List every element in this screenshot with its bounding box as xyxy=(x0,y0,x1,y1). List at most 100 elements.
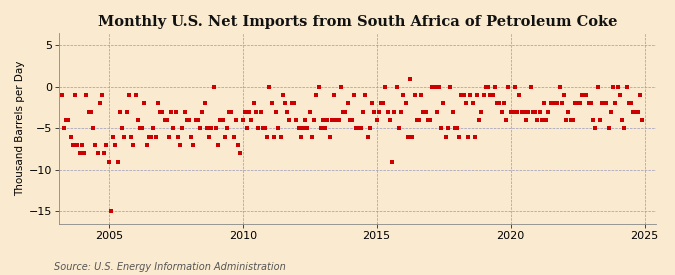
Y-axis label: Thousand Barrels per Day: Thousand Barrels per Day xyxy=(15,61,25,196)
Point xyxy=(59,126,70,131)
Point xyxy=(572,101,583,106)
Point xyxy=(530,109,541,114)
Point xyxy=(487,93,498,97)
Point xyxy=(514,93,524,97)
Point xyxy=(566,118,576,122)
Point xyxy=(275,134,286,139)
Point xyxy=(425,118,435,122)
Point xyxy=(318,118,329,122)
Point xyxy=(485,93,495,97)
Point xyxy=(358,109,369,114)
Point xyxy=(240,109,250,114)
Point xyxy=(400,101,411,106)
Point xyxy=(452,126,462,131)
Point xyxy=(552,101,563,106)
Point xyxy=(184,118,194,122)
Point xyxy=(637,118,647,122)
Point xyxy=(211,126,221,131)
Point xyxy=(398,93,409,97)
Point xyxy=(148,126,159,131)
Point xyxy=(206,126,217,131)
Point xyxy=(313,85,324,89)
Point xyxy=(170,109,181,114)
Point xyxy=(454,134,464,139)
Point xyxy=(286,101,297,106)
Point xyxy=(122,109,132,114)
Point xyxy=(438,101,449,106)
Point xyxy=(76,143,87,147)
Point xyxy=(213,143,223,147)
Point xyxy=(612,85,623,89)
Point xyxy=(489,85,500,89)
Point xyxy=(578,93,589,97)
Point xyxy=(155,109,165,114)
Point xyxy=(516,109,527,114)
Point xyxy=(576,93,587,97)
Point xyxy=(472,93,483,97)
Point xyxy=(563,109,574,114)
Title: Monthly U.S. Net Imports from South Africa of Petroleum Coke: Monthly U.S. Net Imports from South Afri… xyxy=(98,15,618,29)
Point xyxy=(561,118,572,122)
Point xyxy=(248,101,259,106)
Point xyxy=(525,85,536,89)
Point xyxy=(423,118,433,122)
Point xyxy=(264,85,275,89)
Point xyxy=(295,134,306,139)
Point xyxy=(550,101,561,106)
Point xyxy=(333,118,344,122)
Point xyxy=(128,143,138,147)
Point xyxy=(143,134,154,139)
Point xyxy=(570,101,580,106)
Point xyxy=(291,118,302,122)
Point xyxy=(373,109,384,114)
Point xyxy=(610,101,621,106)
Point xyxy=(273,126,284,131)
Point xyxy=(496,109,507,114)
Point xyxy=(277,93,288,97)
Point xyxy=(126,134,136,139)
Point xyxy=(427,85,438,89)
Point xyxy=(119,134,130,139)
Point xyxy=(175,143,186,147)
Point xyxy=(338,109,348,114)
Point xyxy=(344,118,355,122)
Point xyxy=(97,93,107,97)
Point xyxy=(601,101,612,106)
Point xyxy=(407,134,418,139)
Point xyxy=(327,118,338,122)
Point xyxy=(597,101,608,106)
Point xyxy=(583,101,594,106)
Point xyxy=(559,93,570,97)
Point xyxy=(483,85,493,89)
Point xyxy=(605,109,616,114)
Point xyxy=(382,109,393,114)
Point xyxy=(260,126,271,131)
Point xyxy=(304,109,315,114)
Point xyxy=(396,109,406,114)
Point xyxy=(541,118,551,122)
Point xyxy=(202,126,213,131)
Point xyxy=(302,126,313,131)
Point xyxy=(505,109,516,114)
Point xyxy=(231,118,242,122)
Point xyxy=(134,126,145,131)
Point xyxy=(101,143,112,147)
Point xyxy=(95,101,105,106)
Point xyxy=(117,126,128,131)
Point xyxy=(221,126,232,131)
Point xyxy=(392,85,402,89)
Point xyxy=(501,118,512,122)
Point xyxy=(371,118,382,122)
Point xyxy=(523,109,534,114)
Point xyxy=(619,126,630,131)
Point xyxy=(387,160,398,164)
Point xyxy=(418,109,429,114)
Point xyxy=(481,85,491,89)
Point xyxy=(450,126,460,131)
Point xyxy=(628,109,639,114)
Point xyxy=(161,118,172,122)
Point xyxy=(90,143,101,147)
Point xyxy=(380,85,391,89)
Point xyxy=(469,134,480,139)
Point xyxy=(108,134,119,139)
